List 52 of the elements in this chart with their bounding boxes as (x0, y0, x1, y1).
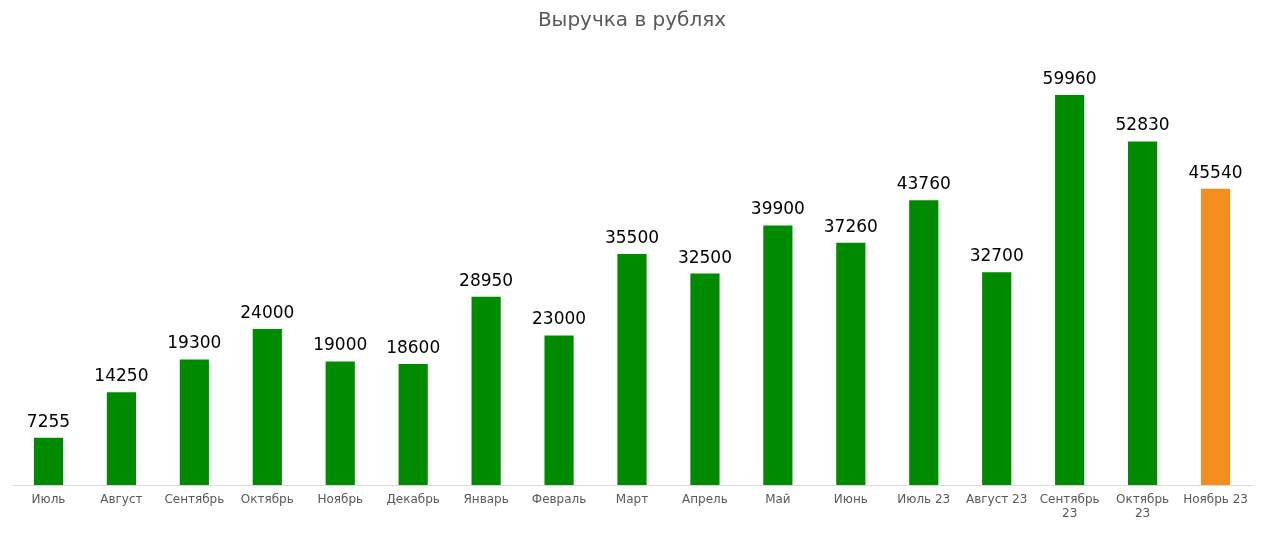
bar (1055, 95, 1085, 485)
x-tick-label: Апрель (682, 491, 728, 506)
data-label: 19000 (313, 334, 368, 355)
x-tick-label: Июнь (833, 491, 868, 506)
data-label: 32700 (969, 245, 1024, 266)
bar (398, 364, 428, 485)
bar (909, 200, 939, 485)
data-label: 7255 (26, 410, 71, 431)
x-tick-label: Март (615, 491, 649, 506)
data-label: 59960 (1042, 68, 1097, 88)
bar (544, 335, 574, 485)
data-label: 52830 (1115, 114, 1170, 135)
bar (982, 272, 1012, 485)
data-label: 28950 (459, 269, 514, 290)
bar (836, 242, 866, 485)
data-label: 43760 (896, 173, 951, 194)
x-tick-label: Январь (463, 491, 509, 506)
x-tick-label: Август (100, 491, 143, 506)
bar (1128, 141, 1158, 485)
bar (179, 359, 209, 485)
data-label: 32500 (677, 246, 732, 267)
x-tick-label: Сентябрь 23 (1039, 491, 1100, 520)
data-label: 23000 (532, 308, 587, 329)
x-tick-label: Октябрь 23 (1116, 491, 1170, 520)
x-tick-label: Июль 23 (897, 491, 951, 506)
bar (617, 254, 647, 485)
data-label: 18600 (386, 337, 441, 358)
chart-title: Выручка в рублях (537, 7, 727, 31)
data-label: 35500 (604, 227, 660, 248)
data-label: 19300 (167, 332, 222, 353)
x-tick-label: Май (765, 491, 791, 506)
x-tick-label: Декабрь (386, 491, 440, 506)
bar (33, 437, 64, 485)
data-label: 39900 (750, 198, 805, 219)
bar (763, 225, 793, 485)
bar (325, 361, 355, 485)
bar (1200, 188, 1231, 485)
x-tick-label: Август 23 (966, 491, 1028, 506)
bar (252, 328, 282, 485)
data-label: 14250 (94, 365, 149, 386)
x-tick-label: Октябрь (240, 491, 294, 506)
bar (471, 296, 501, 485)
x-tick-label: Февраль (531, 491, 587, 506)
bar (690, 273, 720, 485)
x-tick-label: Ноябрь 23 (1183, 491, 1248, 506)
data-label: 45540 (1188, 161, 1243, 182)
x-tick-label: Июль (31, 491, 66, 506)
data-label: 37260 (823, 215, 878, 236)
x-tick-label: Сентябрь (164, 491, 225, 506)
bar (106, 392, 136, 485)
x-tick-label: Ноябрь (317, 491, 364, 506)
data-label: 24000 (240, 301, 295, 322)
